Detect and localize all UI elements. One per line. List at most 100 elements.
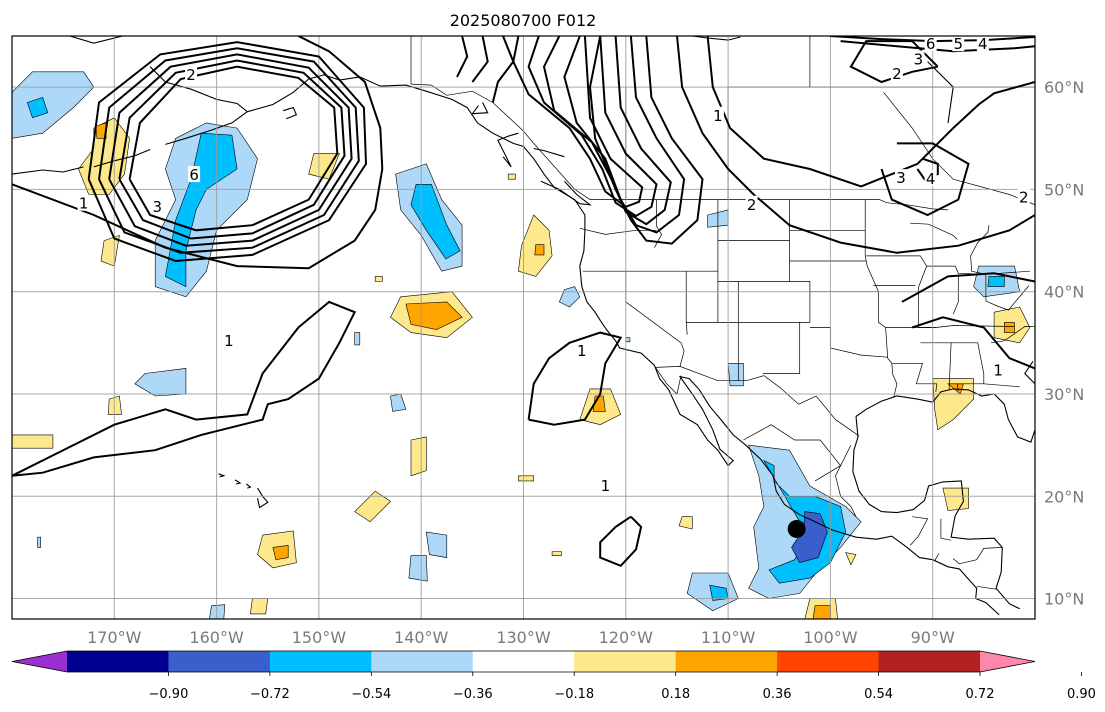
- coastline: [247, 74, 1000, 616]
- contour-label: 3: [152, 198, 162, 216]
- border-line: [891, 362, 938, 392]
- colorbar: −0.90 −0.72 −0.54 −0.36 −0.18 0.18 0.36 0.54 0.7…: [11, 650, 1096, 702]
- longitude-tick-label: 140°W: [394, 628, 449, 647]
- colorbar-segment: [675, 651, 778, 672]
- anomaly-shade-region: [507, 173, 516, 180]
- coastline: [540, 180, 592, 206]
- anomaly-shade-region: [410, 184, 461, 260]
- colorbar-segment: [269, 651, 372, 672]
- anomaly-shade-region: [134, 368, 187, 397]
- contour-label-bg: [912, 50, 925, 67]
- colorbar-tick-label: −0.90: [149, 687, 189, 702]
- contour-label-bg: [575, 342, 588, 359]
- anomaly-shade-region: [425, 531, 448, 558]
- contour-label-bg: [894, 169, 907, 186]
- longitude-tick-label: 160°W: [189, 628, 244, 647]
- colorbar-segment: [878, 651, 981, 672]
- anomaly-shade-region: [390, 393, 407, 412]
- contour-line: [911, 316, 1035, 370]
- contour-line: [599, 515, 643, 567]
- contour-label: 3: [914, 51, 924, 69]
- border-line: [655, 366, 860, 437]
- colorbar-tick-label: 0.54: [864, 687, 893, 702]
- coastline: [471, 102, 489, 115]
- contour-label: 1: [79, 195, 89, 213]
- border-line: [926, 265, 1030, 275]
- contour-label-bg: [711, 106, 724, 123]
- contour-line: [87, 41, 368, 263]
- anomaly-shade-region: [78, 117, 130, 195]
- contour-label: 4: [978, 35, 988, 53]
- latitude-tick-label: 60°N: [1044, 78, 1084, 97]
- longitude-tick-label: 100°W: [803, 628, 858, 647]
- contour-line: [676, 36, 1035, 254]
- storm-center-marker: [787, 519, 806, 538]
- colorbar-tick-label: 0.90: [1067, 687, 1096, 702]
- anomaly-shade-region: [12, 71, 95, 139]
- border-line: [935, 325, 1015, 328]
- latitude-tick-label: 50°N: [1044, 180, 1084, 199]
- anomaly-shade-region: [534, 244, 545, 256]
- border-line: [976, 585, 998, 590]
- contour-label-bg: [1017, 188, 1030, 205]
- anomaly-shade-region: [107, 395, 122, 415]
- coastline: [245, 483, 252, 489]
- contour-label-bg: [992, 361, 1005, 378]
- anomaly-shade-region: [37, 536, 41, 548]
- contour-lines: [12, 36, 1035, 567]
- contour-line: [588, 36, 704, 245]
- anomaly-shade-region: [518, 475, 535, 482]
- coastline: [1024, 360, 1035, 385]
- contour-label: 2: [747, 196, 757, 214]
- border-line: [983, 383, 1020, 388]
- contour-line: [880, 142, 970, 217]
- coastline: [533, 147, 565, 158]
- latitude-tick-label: 20°N: [1044, 487, 1084, 506]
- colorbar-tick-label: −0.18: [554, 687, 594, 702]
- longitude-tick-label: 110°W: [701, 628, 756, 647]
- contour-label: 6: [926, 35, 936, 53]
- anomaly-shade-region: [625, 337, 631, 343]
- anomaly-shade-region: [845, 552, 857, 566]
- anomaly-shade-region: [987, 276, 1005, 287]
- border-line: [579, 227, 657, 235]
- coastline: [218, 473, 226, 478]
- latitude-ticks: 60°N 50°N 40°N 30°N 20°N 10°N: [1044, 78, 1084, 608]
- anomaly-shade-region: [272, 545, 289, 561]
- colorbar-tick-label: 0.18: [661, 687, 690, 702]
- coastline: [692, 36, 741, 41]
- border-line: [952, 274, 959, 315]
- longitude-ticks: 170°W 160°W 150°W 140°W 130°W 120°W 110°W 100°W…: [87, 628, 955, 647]
- contour-label-bg: [924, 36, 937, 52]
- contour-label-bg: [890, 64, 903, 81]
- coastline: [855, 388, 1035, 443]
- colorbar-tick-label: −0.54: [351, 687, 391, 702]
- contour-label: 6: [189, 166, 199, 184]
- contour-line: [901, 272, 1035, 303]
- map-frame: [11, 35, 1036, 620]
- colorbar-segment: [168, 651, 271, 672]
- border-line: [762, 322, 801, 374]
- contour-label-bg: [952, 36, 965, 52]
- colorbar-segment: [574, 651, 677, 672]
- contour-line: [542, 36, 672, 226]
- anomaly-shade-region: [354, 490, 391, 523]
- coastline: [12, 166, 84, 175]
- border-line: [940, 518, 952, 541]
- contour-line: [108, 53, 353, 247]
- contour-label: 1: [713, 107, 723, 125]
- border-line: [951, 342, 985, 391]
- anomaly-shade-region: [410, 436, 427, 477]
- contour-label: 1: [224, 332, 234, 350]
- colorbar-tick-label: 0.72: [966, 687, 995, 702]
- anomaly-shade-region: [408, 555, 428, 582]
- border-line: [934, 553, 940, 561]
- anomaly-shade-region: [551, 551, 562, 556]
- anomaly-shade-region: [405, 301, 463, 330]
- longitude-tick-label: 170°W: [87, 628, 142, 647]
- border-line: [743, 424, 842, 482]
- colorbar-segment: [371, 651, 474, 672]
